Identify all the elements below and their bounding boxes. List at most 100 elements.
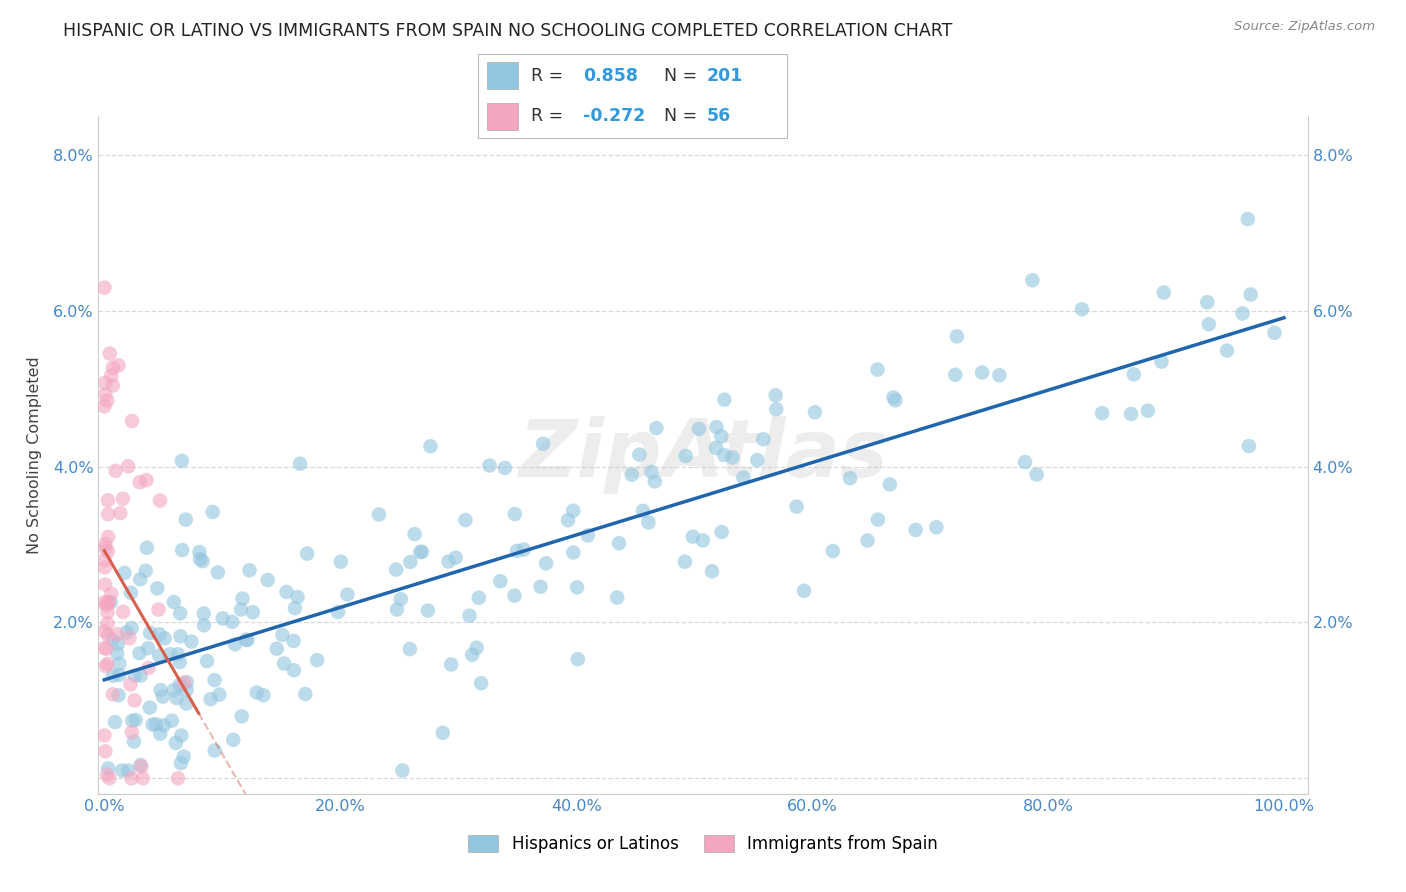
Point xyxy=(478,458,501,473)
Point xyxy=(101,378,124,392)
Point xyxy=(97,761,120,775)
Point xyxy=(236,632,259,647)
Point xyxy=(208,688,231,702)
Point xyxy=(252,688,274,702)
Point xyxy=(821,544,844,558)
Point xyxy=(675,449,697,463)
Point xyxy=(692,533,714,548)
Text: N =: N = xyxy=(664,67,697,85)
Point xyxy=(706,420,728,434)
Point xyxy=(176,683,198,698)
Point xyxy=(108,657,131,671)
Point xyxy=(607,536,630,550)
Point xyxy=(97,530,120,544)
Point xyxy=(94,577,117,591)
Point xyxy=(201,505,224,519)
Point xyxy=(1198,318,1220,332)
Point xyxy=(229,602,252,616)
Point xyxy=(409,545,432,559)
Point xyxy=(94,560,117,574)
Point xyxy=(170,454,193,468)
Point xyxy=(191,554,214,568)
Point xyxy=(121,414,143,428)
Point xyxy=(139,700,162,714)
Point xyxy=(193,618,215,632)
Text: -0.272: -0.272 xyxy=(583,107,645,125)
Point xyxy=(271,628,294,642)
Point xyxy=(284,601,307,615)
Point xyxy=(1119,407,1142,421)
Bar xyxy=(488,62,519,89)
Point xyxy=(128,475,150,490)
Point xyxy=(169,655,191,669)
Point xyxy=(149,493,172,508)
Point xyxy=(100,595,122,609)
Point xyxy=(169,607,191,621)
Point xyxy=(135,473,157,487)
Point xyxy=(131,759,153,773)
Point xyxy=(494,461,516,475)
Point xyxy=(96,616,118,631)
Point xyxy=(256,573,278,587)
Point xyxy=(884,393,907,408)
Point xyxy=(1136,403,1159,417)
Point xyxy=(224,637,246,651)
Point xyxy=(1091,406,1114,420)
Point xyxy=(576,528,599,542)
Point xyxy=(204,673,226,687)
Point xyxy=(804,405,827,419)
Point xyxy=(173,749,195,764)
Point xyxy=(489,574,512,589)
Point xyxy=(747,453,769,467)
Point xyxy=(146,582,169,596)
Point xyxy=(682,530,704,544)
Point xyxy=(238,563,260,577)
Point xyxy=(713,448,735,462)
Point xyxy=(97,544,120,558)
Text: Source: ZipAtlas.com: Source: ZipAtlas.com xyxy=(1234,20,1375,33)
Point xyxy=(904,523,927,537)
Point xyxy=(94,659,117,673)
Point xyxy=(163,683,186,698)
Text: R =: R = xyxy=(530,107,562,125)
Point xyxy=(1021,273,1043,287)
Point xyxy=(437,555,460,569)
Point xyxy=(839,471,862,485)
Point xyxy=(107,688,129,702)
Point xyxy=(121,621,143,635)
Point xyxy=(645,421,668,435)
Point xyxy=(94,553,117,567)
Point xyxy=(640,465,662,479)
Point xyxy=(283,634,305,648)
Point xyxy=(294,687,316,701)
Point xyxy=(713,392,735,407)
Point xyxy=(368,508,391,522)
Point xyxy=(925,520,948,534)
Point xyxy=(211,611,233,625)
Point xyxy=(124,668,146,682)
Point xyxy=(200,692,222,706)
Point xyxy=(149,683,172,698)
Point xyxy=(946,329,969,343)
Point xyxy=(399,555,422,569)
Point xyxy=(307,653,329,667)
Point xyxy=(765,388,787,402)
Point xyxy=(534,557,557,571)
Point xyxy=(135,541,157,555)
Point xyxy=(98,772,121,786)
Point xyxy=(96,767,118,781)
Point xyxy=(468,591,491,605)
Point xyxy=(188,552,211,566)
Text: 0.858: 0.858 xyxy=(583,67,638,85)
Point xyxy=(856,533,879,548)
Point xyxy=(136,641,159,656)
Point xyxy=(385,563,408,577)
Point xyxy=(167,647,190,661)
Point xyxy=(135,564,157,578)
Point xyxy=(700,564,723,578)
Point xyxy=(111,764,134,778)
Point xyxy=(458,608,481,623)
Point xyxy=(943,368,966,382)
Point xyxy=(94,598,117,612)
Point xyxy=(142,717,165,731)
